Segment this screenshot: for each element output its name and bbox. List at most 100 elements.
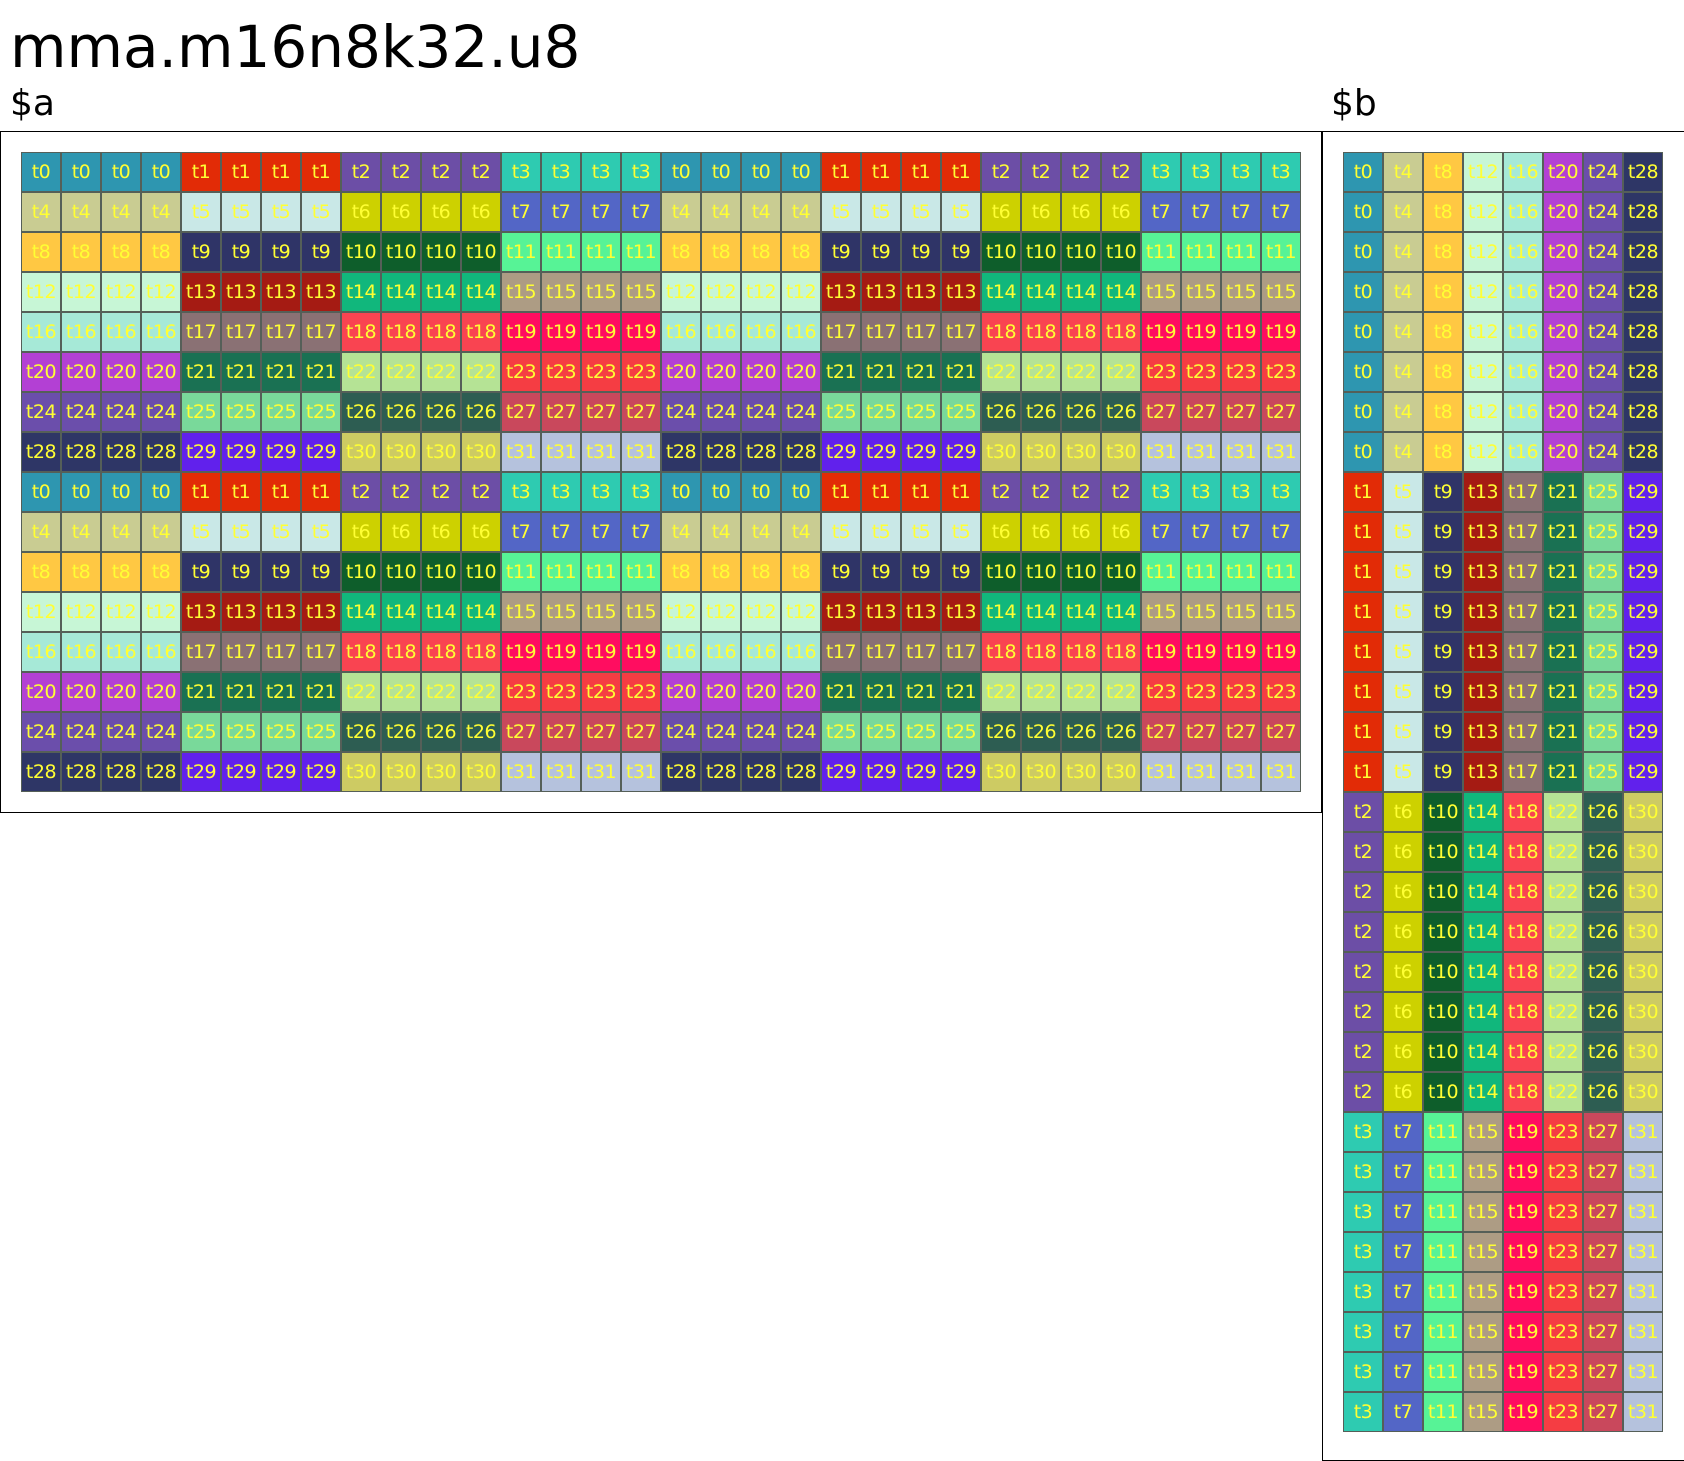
matrix-a-cell: t8 xyxy=(141,552,181,592)
matrix-b-cell: t10 xyxy=(1423,1032,1463,1072)
matrix-b-cell: t21 xyxy=(1543,672,1583,712)
matrix-a-cell: t13 xyxy=(861,592,901,632)
matrix-b-cell: t12 xyxy=(1463,232,1503,272)
matrix-a-cell: t29 xyxy=(861,432,901,472)
matrix-b-cell: t1 xyxy=(1343,552,1383,592)
matrix-a-cell: t31 xyxy=(541,752,581,792)
matrix-a-cell: t8 xyxy=(61,552,101,592)
matrix-b-cell: t23 xyxy=(1543,1152,1583,1192)
matrix-a-cell: t31 xyxy=(501,432,541,472)
matrix-a-cell: t31 xyxy=(621,752,661,792)
matrix-a-cell: t24 xyxy=(701,712,741,752)
matrix-a-cell: t22 xyxy=(421,352,461,392)
matrix-a-cell: t0 xyxy=(781,152,821,192)
matrix-b-cell: t20 xyxy=(1543,152,1583,192)
matrix-a-cell: t2 xyxy=(421,152,461,192)
matrix-a-cell: t0 xyxy=(141,152,181,192)
matrix-a-cell: t16 xyxy=(141,312,181,352)
matrix-b-cell: t20 xyxy=(1543,232,1583,272)
matrix-a-cell: t1 xyxy=(221,152,261,192)
matrix-a-cell: t13 xyxy=(181,592,221,632)
matrix-a-cell: t22 xyxy=(1021,672,1061,712)
matrix-b-cell: t14 xyxy=(1463,1072,1503,1112)
matrix-a-cell: t27 xyxy=(541,712,581,752)
matrix-b-cell: t8 xyxy=(1423,432,1463,472)
matrix-a-cell: t4 xyxy=(101,192,141,232)
matrix-b-cell: t5 xyxy=(1383,672,1423,712)
matrix-b-cell: t31 xyxy=(1623,1152,1663,1192)
matrix-a-cell: t28 xyxy=(101,752,141,792)
matrix-a-cell: t15 xyxy=(1141,592,1181,632)
matrix-a-cell: t30 xyxy=(1021,432,1061,472)
matrix-b-cell: t9 xyxy=(1423,592,1463,632)
matrix-a-cell: t30 xyxy=(461,752,501,792)
matrix-a-cell: t13 xyxy=(821,592,861,632)
matrix-a-cell: t24 xyxy=(661,392,701,432)
matrix-b-cell: t11 xyxy=(1423,1232,1463,1272)
matrix-a-cell: t29 xyxy=(901,752,941,792)
matrix-a-cell: t29 xyxy=(941,752,981,792)
matrix-a-cell: t30 xyxy=(421,432,461,472)
matrix-a-cell: t31 xyxy=(501,752,541,792)
matrix-b-cell: t3 xyxy=(1343,1392,1383,1432)
matrix-b-cell: t23 xyxy=(1543,1272,1583,1312)
matrix-a-cell: t15 xyxy=(621,272,661,312)
matrix-a-cell: t28 xyxy=(701,752,741,792)
matrix-a-cell: t23 xyxy=(1181,352,1221,392)
matrix-a-cell: t29 xyxy=(181,752,221,792)
matrix-a-cell: t17 xyxy=(261,312,301,352)
matrix-a-cell: t28 xyxy=(781,432,821,472)
matrix-b-cell: t25 xyxy=(1583,752,1623,792)
matrix-b-cell: t1 xyxy=(1343,512,1383,552)
matrix-a-cell: t5 xyxy=(861,512,901,552)
matrix-b-cell: t3 xyxy=(1343,1152,1383,1192)
matrix-b-cell: t5 xyxy=(1383,632,1423,672)
matrix-a-cell: t6 xyxy=(461,512,501,552)
matrix-a-cell: t30 xyxy=(1021,752,1061,792)
matrix-b-cell: t18 xyxy=(1503,952,1543,992)
matrix-a-cell: t19 xyxy=(501,632,541,672)
matrix-a-cell: t23 xyxy=(1221,352,1261,392)
matrix-a-cell: t2 xyxy=(341,152,381,192)
matrix-b-cell: t28 xyxy=(1623,232,1663,272)
matrix-a-cell: t19 xyxy=(621,632,661,672)
matrix-a-cell: t20 xyxy=(701,352,741,392)
matrix-a-cell: t18 xyxy=(1061,632,1101,672)
matrix-a-cell: t1 xyxy=(301,152,341,192)
matrix-a-cell: t25 xyxy=(821,392,861,432)
matrix-b-cell: t24 xyxy=(1583,192,1623,232)
matrix-b-cell: t19 xyxy=(1503,1392,1543,1432)
matrix-a-cell: t22 xyxy=(341,352,381,392)
matrix-a-cell: t13 xyxy=(901,592,941,632)
matrix-a-cell: t22 xyxy=(1061,352,1101,392)
matrix-a-cell: t31 xyxy=(1261,752,1301,792)
matrix-a-cell: t19 xyxy=(1181,312,1221,352)
matrix-a-cell: t12 xyxy=(661,592,701,632)
matrix-b-cell: t1 xyxy=(1343,712,1383,752)
matrix-a-cell: t20 xyxy=(21,352,61,392)
matrix-a-cell: t8 xyxy=(21,232,61,272)
matrix-b-cell: t9 xyxy=(1423,512,1463,552)
matrix-a-cell: t25 xyxy=(941,392,981,432)
matrix-a-cell: t22 xyxy=(1021,352,1061,392)
matrix-b-cell: t21 xyxy=(1543,592,1583,632)
matrix-a-cell: t11 xyxy=(1221,232,1261,272)
matrix-a-cell: t3 xyxy=(501,152,541,192)
matrix-a-cell: t19 xyxy=(1261,632,1301,672)
matrix-b-cell: t1 xyxy=(1343,632,1383,672)
matrix-a-cell: t14 xyxy=(1021,272,1061,312)
matrix-a-cell: t19 xyxy=(541,632,581,672)
matrix-a-cell: t25 xyxy=(821,712,861,752)
matrix-b-cell: t28 xyxy=(1623,152,1663,192)
matrix-b-cell: t27 xyxy=(1583,1192,1623,1232)
matrix-a-cell: t21 xyxy=(861,672,901,712)
matrix-b-cell: t14 xyxy=(1463,952,1503,992)
matrix-a-cell: t23 xyxy=(1261,352,1301,392)
matrix-a-cell: t0 xyxy=(701,152,741,192)
matrix-a-cell: t30 xyxy=(381,432,421,472)
matrix-b-cell: t16 xyxy=(1503,312,1543,352)
matrix-a-cell: t29 xyxy=(261,432,301,472)
matrix-a-cell: t7 xyxy=(1221,192,1261,232)
matrix-a-cell: t29 xyxy=(221,752,261,792)
matrix-b-cell: t30 xyxy=(1623,952,1663,992)
